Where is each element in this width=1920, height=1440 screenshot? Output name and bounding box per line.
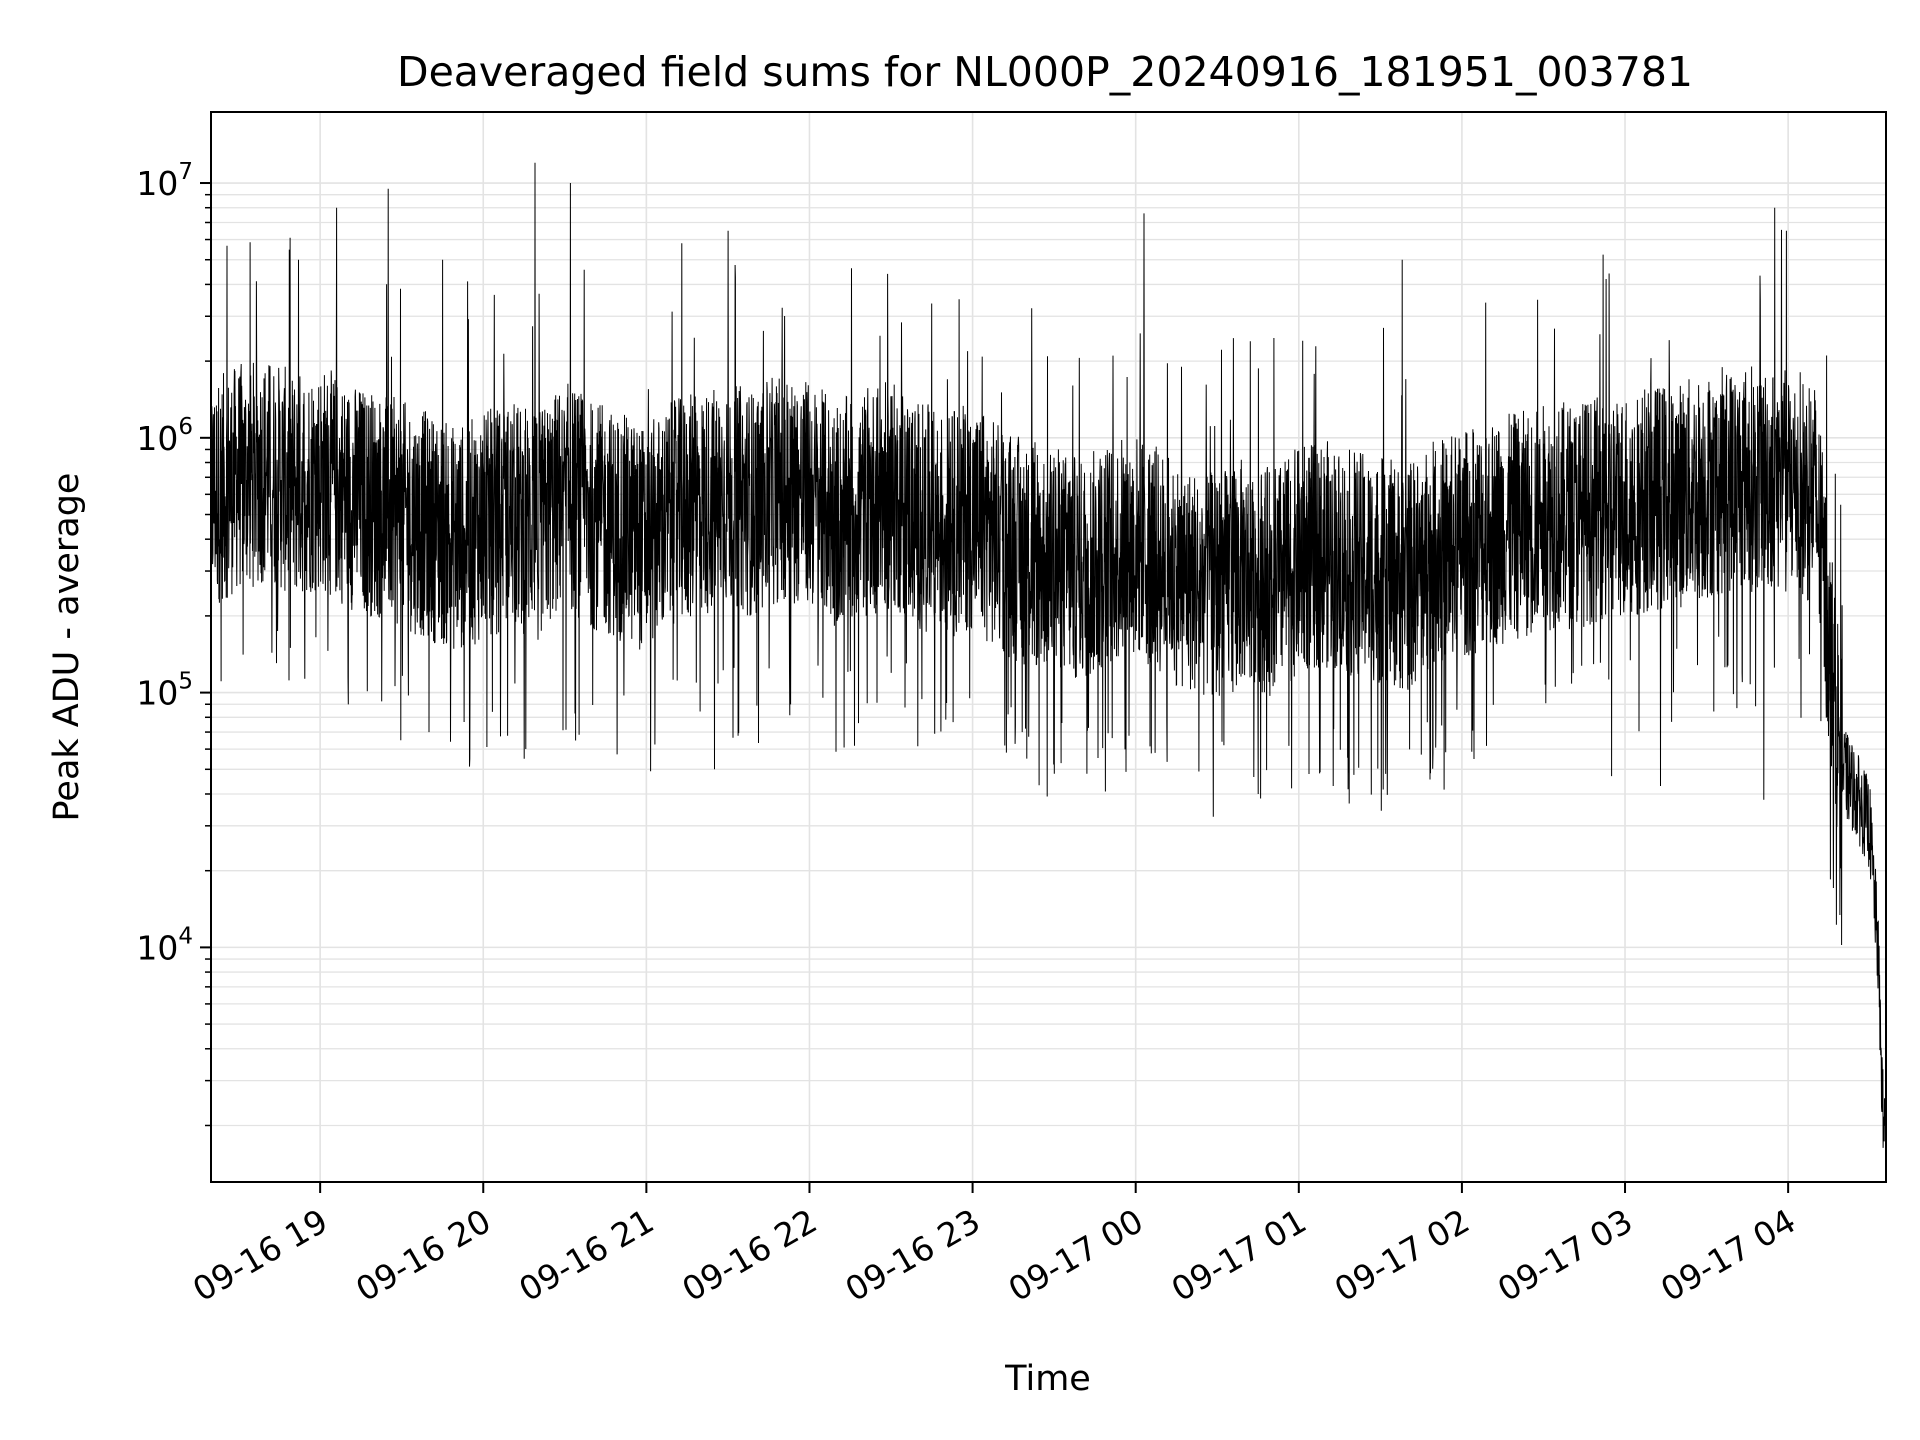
plot-frame [210, 111, 1887, 1183]
series-trace [210, 162, 1887, 1150]
y-tick-label: 105 [136, 669, 193, 713]
y-axis-label: Peak ADU - average [47, 473, 87, 822]
y-tick-label: 107 [136, 159, 193, 203]
y-tick-label: 106 [136, 414, 193, 458]
y-tick-label: 104 [136, 923, 193, 967]
grid [211, 112, 1886, 1182]
x-axis-label: Time [1004, 1359, 1091, 1399]
y-axis: 104 105 106 107 [136, 159, 211, 1127]
chart-title: Deaveraged field sums for NL000P_2024091… [397, 48, 1693, 96]
series-line [210, 162, 1887, 1150]
